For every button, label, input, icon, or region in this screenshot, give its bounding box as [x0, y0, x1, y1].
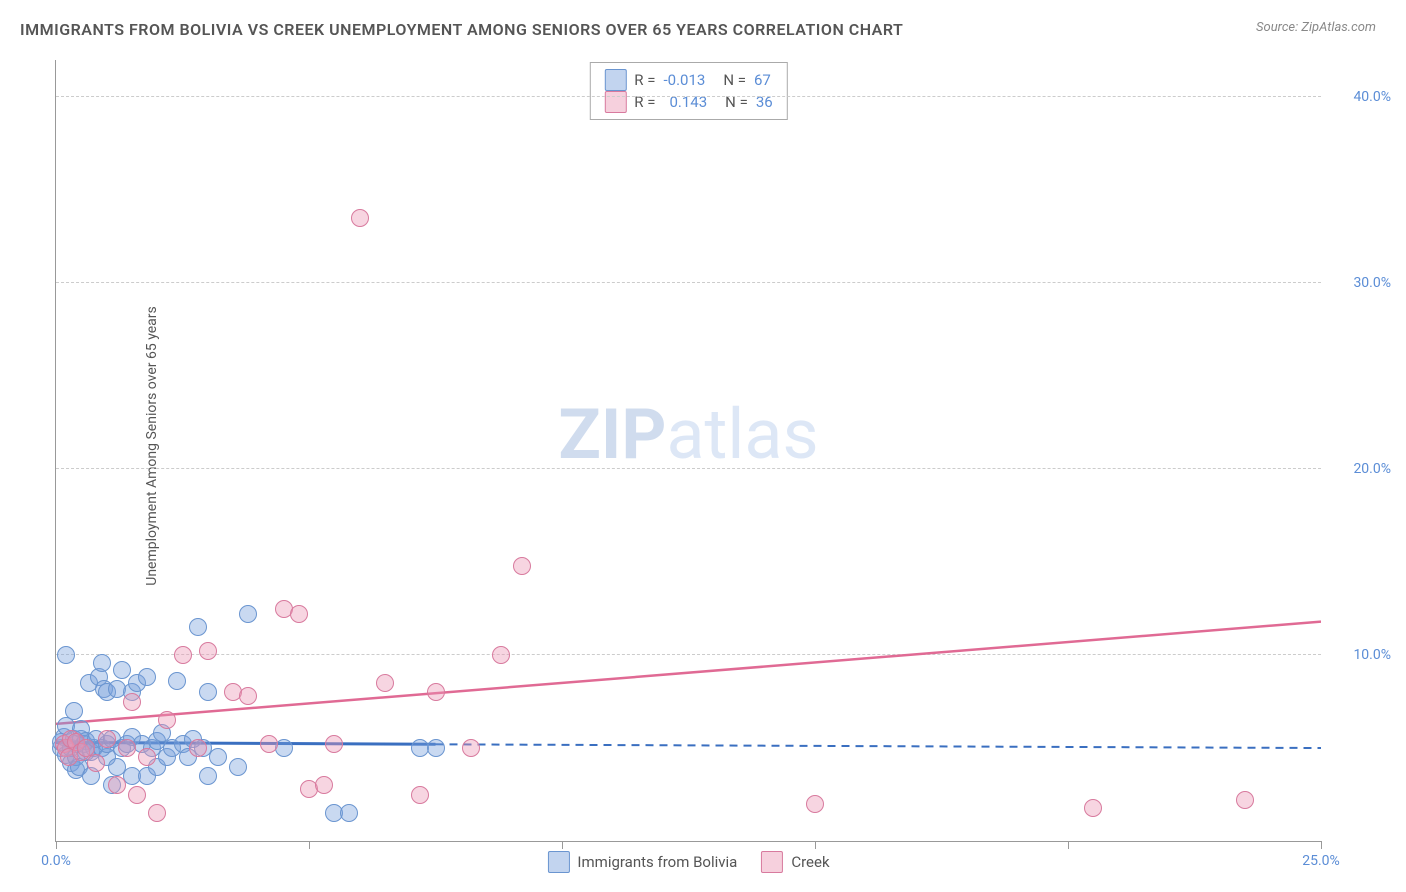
x-tick-label: 0.0% — [41, 853, 71, 869]
data-point-pink — [128, 786, 146, 804]
x-tick-label: 25.0% — [1302, 853, 1340, 869]
data-point-pink — [351, 209, 369, 227]
data-point-pink — [108, 776, 126, 794]
data-point-blue — [93, 654, 111, 672]
x-tick — [309, 841, 310, 849]
gridline — [56, 468, 1321, 469]
data-point-blue — [340, 804, 358, 822]
data-point-pink — [1236, 791, 1254, 809]
source-label: Source: ZipAtlas.com — [1256, 20, 1376, 35]
data-point-pink — [325, 735, 343, 753]
data-point-pink — [1084, 799, 1102, 817]
swatch-pink-icon-2 — [761, 851, 783, 873]
legend-item-blue: Immigrants from Bolivia — [547, 851, 737, 873]
legend-row-blue: R = -0.013 N = 67 — [604, 69, 772, 91]
data-point-pink — [290, 605, 308, 623]
data-point-pink — [492, 646, 510, 664]
data-point-blue — [427, 739, 445, 757]
watermark-bold: ZIP — [558, 394, 666, 476]
data-point-blue — [138, 668, 156, 686]
data-point-pink — [98, 730, 116, 748]
data-point-pink — [315, 776, 333, 794]
data-point-blue — [239, 605, 257, 623]
data-point-pink — [462, 739, 480, 757]
x-tick — [562, 841, 563, 849]
trend-line-pink — [56, 622, 1321, 724]
gridline — [56, 282, 1321, 283]
legend-n-blue: 67 — [754, 71, 771, 89]
data-point-pink — [199, 642, 217, 660]
trendlines-svg — [56, 60, 1321, 841]
correlation-legend: R = -0.013 N = 67 R = 0.143 N = 36 — [589, 62, 787, 120]
legend-n-label: N = — [723, 71, 746, 89]
swatch-blue-icon-2 — [547, 851, 569, 873]
legend-r-label: R = — [634, 71, 655, 89]
data-point-blue — [199, 683, 217, 701]
data-point-blue — [189, 618, 207, 636]
y-tick-label: 30.0% — [1353, 275, 1391, 291]
data-point-blue — [113, 661, 131, 679]
data-point-blue — [229, 758, 247, 776]
swatch-blue-icon — [604, 69, 626, 91]
y-tick-label: 40.0% — [1353, 89, 1391, 105]
data-point-pink — [123, 693, 141, 711]
gridline — [56, 654, 1321, 655]
data-point-pink — [239, 687, 257, 705]
gridline — [56, 96, 1321, 97]
data-point-pink — [260, 735, 278, 753]
watermark-text: ZIPatlas — [558, 394, 818, 476]
data-point-blue — [275, 739, 293, 757]
x-tick — [56, 841, 57, 849]
chart-title: IMMIGRANTS FROM BOLIVIA VS CREEK UNEMPLO… — [20, 20, 903, 39]
data-point-blue — [65, 702, 83, 720]
x-tick — [1321, 841, 1322, 849]
data-point-pink — [87, 754, 105, 772]
data-point-blue — [57, 646, 75, 664]
y-tick-label: 20.0% — [1353, 461, 1391, 477]
legend-label-blue: Immigrants from Bolivia — [577, 853, 737, 871]
data-point-pink — [427, 683, 445, 701]
watermark-rest: atlas — [666, 394, 818, 476]
data-point-blue — [168, 672, 186, 690]
data-point-pink — [148, 804, 166, 822]
series-legend: Immigrants from Bolivia Creek — [547, 851, 829, 873]
data-point-pink — [158, 711, 176, 729]
data-point-blue — [199, 767, 217, 785]
data-point-pink — [174, 646, 192, 664]
trend-line-blue-dashed — [436, 744, 1322, 748]
y-tick-label: 10.0% — [1353, 647, 1391, 663]
legend-item-pink: Creek — [761, 851, 829, 873]
x-tick — [815, 841, 816, 849]
data-point-pink — [376, 674, 394, 692]
data-point-pink — [513, 557, 531, 575]
legend-row-pink: R = 0.143 N = 36 — [604, 91, 772, 113]
data-point-pink — [806, 795, 824, 813]
data-point-pink — [118, 739, 136, 757]
data-point-pink — [138, 748, 156, 766]
swatch-pink-icon — [604, 91, 626, 113]
data-point-pink — [189, 739, 207, 757]
chart-plot-area: ZIPatlas R = -0.013 N = 67 R = 0.143 N =… — [55, 60, 1321, 842]
legend-label-pink: Creek — [791, 853, 829, 871]
data-point-pink — [411, 786, 429, 804]
data-point-blue — [209, 748, 227, 766]
legend-r-blue: -0.013 — [663, 71, 705, 89]
x-tick — [1068, 841, 1069, 849]
